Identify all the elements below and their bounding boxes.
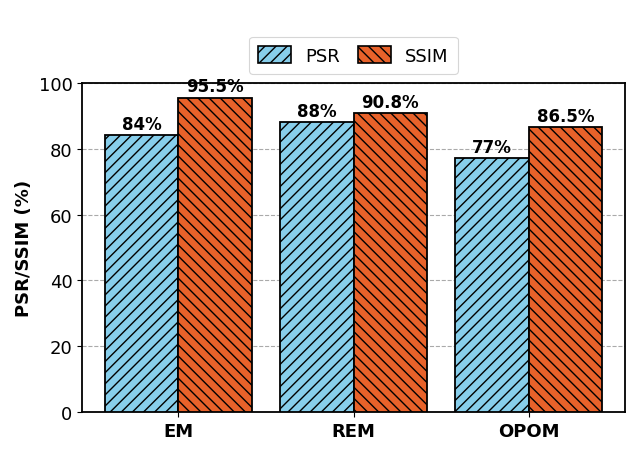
Text: 86.5%: 86.5% — [537, 108, 594, 126]
Bar — [529, 128, 602, 412]
Y-axis label: PSR/SSIM (%): PSR/SSIM (%) — [15, 180, 33, 316]
Bar — [455, 159, 529, 412]
Text: 84%: 84% — [122, 116, 161, 134]
Text: 77%: 77% — [472, 139, 512, 157]
Text: 90.8%: 90.8% — [362, 93, 419, 111]
Legend: PSR, SSIM: PSR, SSIM — [250, 38, 458, 75]
Bar — [105, 136, 179, 412]
Bar — [353, 114, 427, 412]
Bar — [280, 123, 353, 412]
Text: 95.5%: 95.5% — [186, 78, 244, 96]
Bar — [179, 98, 252, 412]
Text: 88%: 88% — [297, 103, 337, 121]
